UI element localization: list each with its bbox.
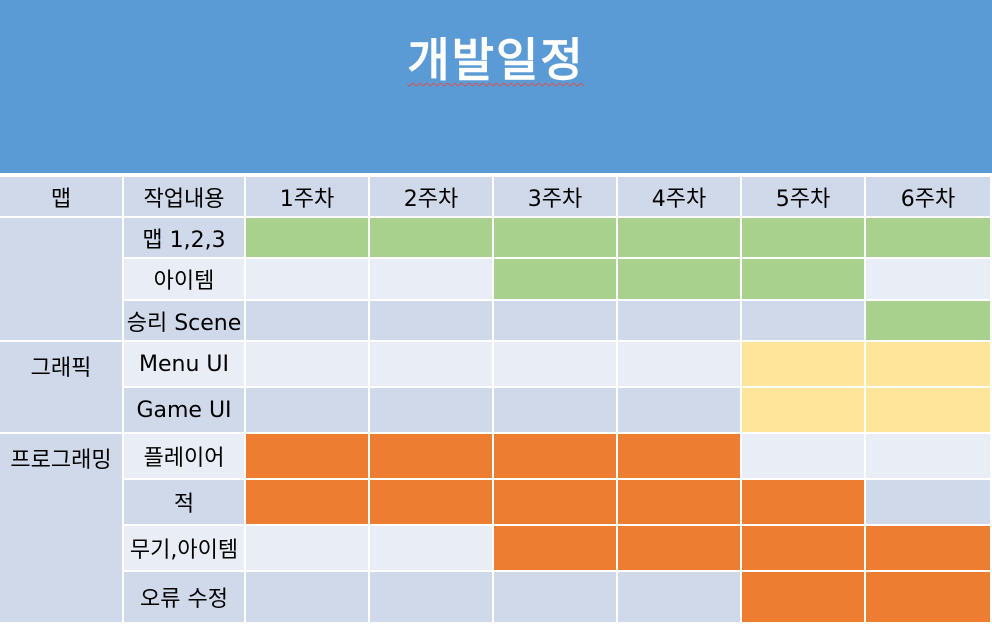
- schedule-cell: [866, 388, 992, 434]
- task-label: 승리 Scene: [124, 301, 246, 342]
- schedule-cell: [866, 301, 992, 342]
- schedule-cell: [618, 526, 742, 572]
- schedule-cell: [246, 480, 370, 526]
- task-label: 무기,아이템: [124, 526, 246, 572]
- task-label: 아이템: [124, 259, 246, 301]
- schedule-cell: [742, 388, 866, 434]
- schedule-cell: [370, 526, 494, 572]
- schedule-cell: [742, 434, 866, 480]
- schedule-cell: [742, 218, 866, 259]
- schedule-cell: [246, 388, 370, 434]
- schedule-cell: [618, 572, 742, 624]
- task-label: 플레이어: [124, 434, 246, 480]
- schedule-cell: [866, 342, 992, 388]
- schedule-cell: [494, 259, 618, 301]
- task-label: 오류 수정: [124, 572, 246, 624]
- header-week-2: 2주차: [370, 177, 494, 218]
- task-label: 맵 1,2,3: [124, 218, 246, 259]
- task-label: 적: [124, 480, 246, 526]
- schedule-cell: [494, 388, 618, 434]
- schedule-cell: [494, 218, 618, 259]
- schedule-cell: [618, 259, 742, 301]
- schedule-cell: [494, 342, 618, 388]
- schedule-cell: [866, 480, 992, 526]
- schedule-cell: [246, 218, 370, 259]
- schedule-cell: [246, 301, 370, 342]
- schedule-cell: [246, 342, 370, 388]
- header-week-5: 5주차: [742, 177, 866, 218]
- schedule-cell: [742, 526, 866, 572]
- schedule-cell: [742, 259, 866, 301]
- schedule-cell: [866, 526, 992, 572]
- schedule-cell: [742, 572, 866, 624]
- schedule-cell: [618, 218, 742, 259]
- category-1: 그래픽: [0, 342, 124, 434]
- category-0: [0, 218, 124, 342]
- schedule-cell: [618, 480, 742, 526]
- schedule-cell: [866, 434, 992, 480]
- header-week-6: 6주차: [866, 177, 992, 218]
- task-label: Game UI: [124, 388, 246, 434]
- schedule-cell: [494, 480, 618, 526]
- schedule-cell: [494, 572, 618, 624]
- schedule-cell: [370, 388, 494, 434]
- header-week-4: 4주차: [618, 177, 742, 218]
- schedule-cell: [370, 434, 494, 480]
- task-label: Menu UI: [124, 342, 246, 388]
- schedule-cell: [494, 301, 618, 342]
- schedule-cell: [246, 572, 370, 624]
- page-title: 개발일정: [407, 33, 585, 87]
- schedule-cell: [370, 301, 494, 342]
- schedule-cell: [618, 434, 742, 480]
- schedule-cell: [370, 572, 494, 624]
- schedule-cell: [370, 259, 494, 301]
- schedule-cell: [370, 342, 494, 388]
- schedule-cell: [246, 434, 370, 480]
- schedule-cell: [618, 301, 742, 342]
- schedule-cell: [742, 342, 866, 388]
- schedule-cell: [494, 526, 618, 572]
- header-week-1: 1주차: [246, 177, 370, 218]
- schedule-cell: [618, 388, 742, 434]
- header-category: 맵: [0, 177, 124, 218]
- schedule-cell: [742, 301, 866, 342]
- schedule-cell: [742, 480, 866, 526]
- schedule-cell: [370, 480, 494, 526]
- header-week-3: 3주차: [494, 177, 618, 218]
- category-2: 프로그래밍: [0, 434, 124, 624]
- schedule-cell: [370, 218, 494, 259]
- title-banner: [0, 0, 992, 173]
- schedule-cell: [246, 259, 370, 301]
- schedule-cell: [866, 572, 992, 624]
- schedule-cell: [866, 259, 992, 301]
- schedule-cell: [618, 342, 742, 388]
- schedule-cell: [866, 218, 992, 259]
- schedule-cell: [494, 434, 618, 480]
- header-task: 작업내용: [124, 177, 246, 218]
- schedule-cell: [246, 526, 370, 572]
